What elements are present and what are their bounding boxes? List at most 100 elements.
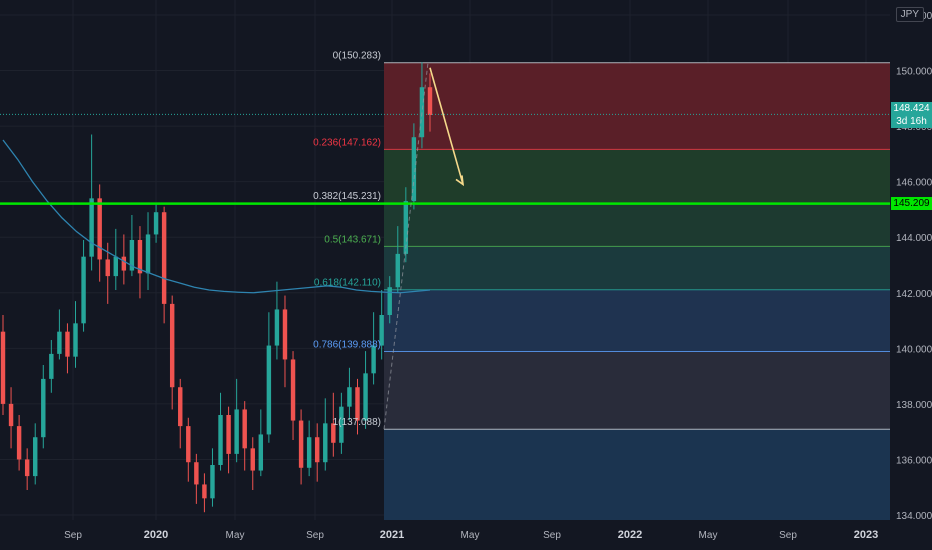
y-tick-label: 134.000 bbox=[896, 511, 932, 522]
candle-body bbox=[65, 331, 70, 357]
candle-body bbox=[186, 426, 191, 463]
x-tick-label: Sep bbox=[64, 530, 82, 541]
x-tick-label: 2022 bbox=[618, 529, 642, 541]
y-tick-label: 150.000 bbox=[896, 67, 932, 78]
candle-body bbox=[290, 359, 296, 421]
x-tick-label: 2023 bbox=[854, 529, 878, 541]
candle-body bbox=[8, 403, 14, 427]
candle-body bbox=[33, 437, 38, 477]
x-tick-label: Sep bbox=[543, 530, 561, 541]
candle-body bbox=[282, 309, 288, 360]
x-tick-label: Sep bbox=[779, 530, 797, 541]
candle-body bbox=[331, 423, 336, 443]
fib-label-1: 1(137.088) bbox=[333, 417, 381, 428]
candle-body bbox=[234, 409, 239, 454]
fib-zone-0.618 bbox=[384, 289, 890, 352]
x-tick-label: May bbox=[699, 530, 718, 541]
y-tick-label: 142.000 bbox=[896, 289, 932, 300]
annotations[interactable] bbox=[0, 62, 890, 430]
y-tick-label: 136.000 bbox=[896, 455, 932, 466]
candle-body bbox=[73, 323, 78, 357]
candle-body bbox=[137, 240, 143, 274]
candle-body bbox=[323, 423, 328, 463]
x-tick-label: May bbox=[461, 530, 480, 541]
candle-body bbox=[169, 303, 175, 388]
candle-body bbox=[395, 253, 400, 288]
x-tick-label: 2020 bbox=[144, 529, 168, 541]
candle-body bbox=[49, 353, 54, 379]
fib-zone-0.5 bbox=[384, 246, 890, 290]
candle-body bbox=[97, 198, 102, 260]
candle-body bbox=[161, 212, 167, 304]
projection-arrow-head bbox=[455, 175, 464, 187]
candle-body bbox=[145, 234, 151, 274]
candle-body bbox=[355, 387, 360, 421]
candle-body bbox=[387, 287, 392, 315]
fib-zone-0.382 bbox=[384, 203, 890, 247]
candle-body bbox=[347, 387, 352, 407]
projection-arrow bbox=[429, 67, 464, 185]
candle-body bbox=[379, 315, 384, 346]
candle-body bbox=[427, 87, 433, 115]
candle-body bbox=[81, 256, 86, 324]
candle-body bbox=[363, 373, 368, 421]
candle-body bbox=[274, 309, 280, 346]
candle-body bbox=[105, 259, 110, 277]
candle-body bbox=[371, 345, 376, 374]
x-axis-background bbox=[0, 520, 890, 550]
moving-average bbox=[2, 139, 431, 294]
fib-label-0.382: 0.382(145.231) bbox=[313, 191, 381, 202]
x-axis[interactable]: Sep 2020 May Sep 2021 May Sep 2022 May Sep 2023 bbox=[0, 520, 890, 550]
candles[interactable] bbox=[0, 62, 433, 513]
y-tick-label: 140.000 bbox=[896, 344, 932, 355]
candle-body bbox=[242, 409, 247, 449]
countdown-value: 3d 16h bbox=[896, 116, 927, 128]
horizontal-line-price-badge: 145.209 bbox=[891, 196, 932, 210]
candle-body bbox=[419, 87, 425, 138]
candle-body bbox=[210, 465, 215, 499]
candle-body bbox=[57, 331, 62, 354]
moving-average-line bbox=[2, 139, 431, 294]
candle-body bbox=[113, 256, 119, 277]
x-tick-label: Sep bbox=[306, 530, 324, 541]
candle-body bbox=[226, 415, 231, 454]
candle-body bbox=[89, 198, 94, 257]
fib-trend-line bbox=[383, 62, 429, 430]
candle-body bbox=[306, 437, 312, 468]
candle-body bbox=[0, 331, 6, 404]
y-tick-label: 138.000 bbox=[896, 400, 932, 411]
candle-body bbox=[41, 378, 46, 438]
fib-label-0.618: 0.618(142.110) bbox=[314, 278, 381, 289]
fib-label-0: 0(150.283) bbox=[333, 51, 381, 62]
fib-zone-0 bbox=[384, 62, 890, 150]
candle-body bbox=[266, 345, 272, 435]
candle-body bbox=[411, 137, 417, 202]
horizontal-line-price: 145.209 bbox=[893, 197, 930, 209]
candle-body bbox=[218, 415, 223, 465]
candle-body bbox=[403, 201, 409, 254]
candle-body bbox=[153, 212, 159, 235]
y-axis[interactable]: 152.000150.000148.000146.000144.000142.0… bbox=[890, 0, 932, 550]
candle-body bbox=[178, 387, 183, 427]
fib-zone-0.786 bbox=[384, 351, 890, 430]
candle-body bbox=[129, 240, 135, 271]
candle-body bbox=[194, 462, 199, 485]
y-axis-background bbox=[890, 0, 932, 550]
y-tick-label: 146.000 bbox=[896, 178, 932, 189]
candle-body bbox=[250, 448, 255, 471]
candle-body bbox=[314, 437, 320, 463]
candle-body bbox=[24, 459, 30, 477]
x-tick-label: May bbox=[226, 530, 245, 541]
candle-body bbox=[339, 406, 344, 443]
fib-zones bbox=[384, 62, 890, 550]
fib-label-0.786: 0.786(139.888) bbox=[313, 339, 381, 350]
candle-body bbox=[121, 256, 127, 271]
candle-body bbox=[298, 420, 304, 468]
candle-body bbox=[16, 426, 22, 460]
current-price-badge: 148.424 3d 16h bbox=[891, 102, 932, 129]
fib-label-0.236: 0.236(147.162) bbox=[313, 137, 381, 148]
x-tick-label: 2021 bbox=[380, 529, 404, 541]
currency-badge[interactable]: JPY bbox=[895, 7, 924, 22]
candle-body bbox=[258, 434, 264, 471]
